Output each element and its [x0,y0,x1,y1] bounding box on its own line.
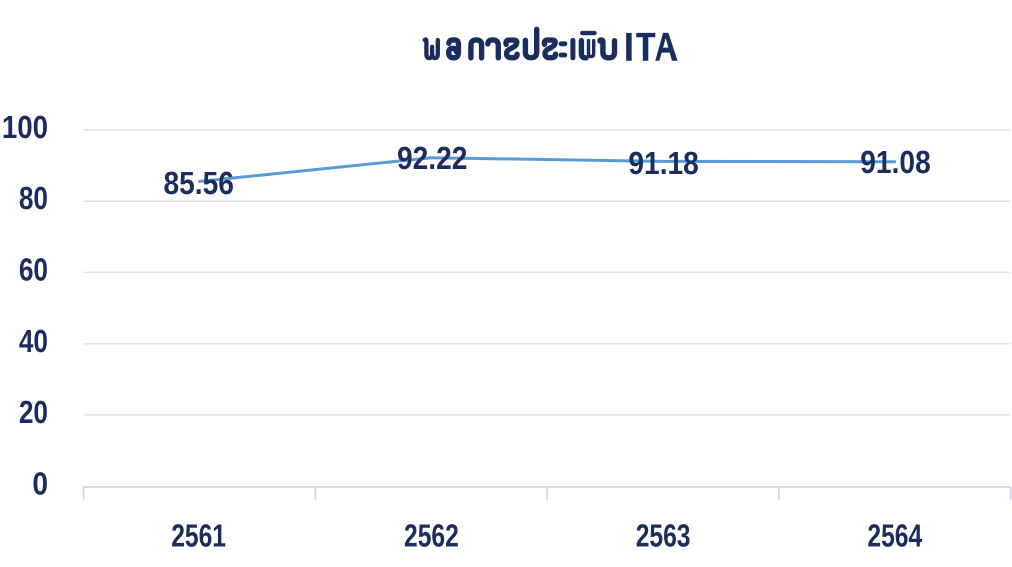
svg-text:2562: 2562 [404,517,459,553]
svg-text:100: 100 [2,109,48,145]
svg-text:91.18: 91.18 [628,145,698,181]
svg-text:85.56: 85.56 [163,165,233,201]
svg-text:0: 0 [32,465,48,501]
svg-text:92.22: 92.22 [397,140,467,176]
svg-text:40: 40 [19,323,48,359]
svg-text:60: 60 [19,252,48,288]
svg-text:2564: 2564 [867,517,922,553]
svg-text:80: 80 [19,180,48,216]
svg-text:2561: 2561 [171,517,226,553]
svg-text:91.08: 91.08 [860,144,930,180]
svg-text:2563: 2563 [636,517,691,553]
svg-text:20: 20 [19,394,48,430]
